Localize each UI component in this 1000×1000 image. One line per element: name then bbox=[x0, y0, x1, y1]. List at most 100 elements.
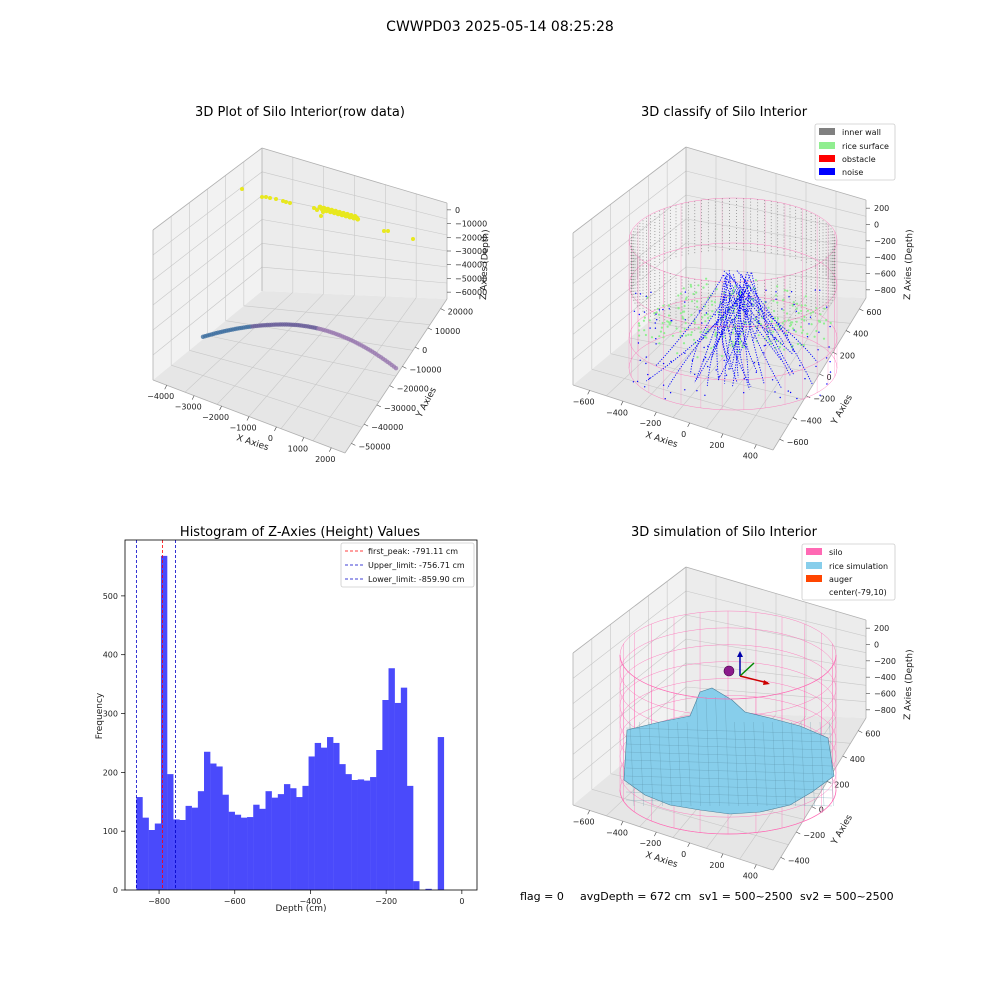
histogram-bars bbox=[136, 555, 445, 890]
noise-point bbox=[717, 327, 719, 329]
z-tick-label: −50000 bbox=[455, 274, 487, 283]
y-tick-label: 400 bbox=[853, 330, 868, 339]
rice-surface-point bbox=[716, 311, 720, 314]
rice-surface-point bbox=[682, 287, 685, 290]
z-tick-label: −400 bbox=[874, 253, 896, 262]
histogram-bar bbox=[308, 756, 315, 890]
noise-point bbox=[829, 371, 832, 373]
noise-point bbox=[747, 310, 750, 312]
rice-surface-point bbox=[668, 323, 671, 326]
noise-point bbox=[670, 360, 672, 363]
rice-surface-point bbox=[829, 321, 832, 325]
rice-surface-point bbox=[667, 304, 671, 307]
rice-surface-point bbox=[819, 313, 822, 316]
grid-line bbox=[572, 170, 687, 259]
rice-surface-point bbox=[681, 315, 684, 319]
noise-point bbox=[793, 329, 795, 331]
y-tick-mark bbox=[845, 330, 851, 333]
panel-title-classify: 3D classify of Silo Interior bbox=[641, 105, 808, 120]
rice-surface-point bbox=[722, 335, 725, 338]
rice-surface-point bbox=[791, 304, 794, 307]
raw-point bbox=[288, 201, 292, 205]
histogram-bar bbox=[339, 764, 346, 890]
rice-surface-point bbox=[732, 331, 735, 334]
rice-surface-point bbox=[687, 333, 690, 336]
histogram-bar bbox=[173, 819, 180, 890]
rice-surface-point bbox=[713, 301, 717, 304]
noise-strand bbox=[728, 292, 782, 361]
y-tick-mark bbox=[440, 308, 445, 311]
noise-point bbox=[730, 321, 732, 323]
rice-surface-point bbox=[767, 306, 770, 309]
noise-strand bbox=[729, 274, 777, 332]
noise-strand bbox=[736, 298, 747, 360]
noise-strand bbox=[748, 285, 760, 343]
box-edge bbox=[685, 566, 867, 621]
rice-surface-point bbox=[667, 321, 670, 324]
noise-strand bbox=[694, 276, 731, 384]
z-tick-label: 200 bbox=[874, 624, 889, 633]
legend-upper-limit: Upper_limit: -756.71 cm bbox=[368, 561, 465, 570]
rice-surface-point bbox=[783, 348, 786, 351]
histogram-bar bbox=[185, 805, 192, 890]
rice-surface-point bbox=[791, 327, 795, 330]
noise-point bbox=[775, 298, 777, 300]
rice-surface-point bbox=[754, 317, 757, 320]
rice-surface-point bbox=[706, 328, 709, 331]
histogram-bar bbox=[314, 742, 322, 890]
noise-point bbox=[753, 361, 755, 364]
noise-strand bbox=[751, 272, 795, 375]
rice-surface-point bbox=[766, 325, 769, 328]
rice-surface-point bbox=[658, 335, 661, 338]
x-tick-label: −1000 bbox=[229, 424, 256, 433]
noise-strand bbox=[725, 273, 748, 350]
rice-surface-point bbox=[659, 330, 663, 333]
histogram-bar bbox=[363, 780, 371, 890]
noise-point bbox=[684, 319, 686, 321]
y-tick-mark bbox=[402, 366, 407, 369]
rice-surface-point bbox=[723, 291, 726, 294]
rice-surface-point bbox=[800, 304, 803, 307]
noise-strand bbox=[724, 294, 752, 387]
y-tick-label: −50000 bbox=[358, 442, 390, 451]
y-axis-label: Y Axies bbox=[829, 813, 855, 847]
histogram-bar bbox=[357, 779, 365, 890]
histogram-bar bbox=[425, 888, 432, 890]
axes3d-ticks: −4000−3000−2000−1000010002000−50000−4000… bbox=[147, 206, 487, 464]
noise-point bbox=[638, 313, 640, 316]
panel-histogram: Histogram of Z-Axies (Height) Values −80… bbox=[95, 525, 478, 914]
noise-point bbox=[669, 392, 672, 394]
rice-surface-point bbox=[802, 344, 805, 347]
noise-point bbox=[637, 342, 640, 344]
noise-strand bbox=[723, 270, 785, 346]
axis-ticks: −800 −600 −400 −200 0 0 100 200 300 400 500 bbox=[103, 592, 465, 906]
surface-mesh-line bbox=[772, 721, 777, 807]
noise-point bbox=[647, 373, 649, 376]
noise-point bbox=[723, 359, 725, 362]
y-tick-label: 200 bbox=[834, 780, 849, 789]
noise-point bbox=[643, 311, 646, 313]
surface-mesh-line bbox=[829, 721, 834, 807]
x-tick-mark bbox=[687, 422, 690, 428]
x-tick-mark bbox=[620, 401, 624, 406]
rice-surface-point bbox=[825, 318, 828, 322]
rice-surface-point bbox=[761, 316, 764, 319]
rice-surface-point bbox=[658, 313, 661, 316]
noise-point bbox=[818, 331, 820, 333]
x-axis-label: X Axies bbox=[644, 850, 679, 870]
x-tick-mark bbox=[219, 405, 222, 411]
rice-surface-point bbox=[812, 311, 815, 314]
rice-surface-point bbox=[704, 305, 707, 308]
rice-surface-point bbox=[815, 307, 818, 310]
x-tick-label: 400 bbox=[743, 872, 758, 881]
surface-mesh-line bbox=[715, 696, 720, 807]
x-tick-label: −400 bbox=[606, 828, 628, 837]
z-tick-label: −600 bbox=[874, 690, 896, 699]
x-tick-label: −400 bbox=[299, 897, 321, 906]
noise-point bbox=[714, 314, 716, 316]
noise-point bbox=[817, 349, 819, 351]
y-tick-mark bbox=[779, 438, 784, 442]
rice-surface-point bbox=[679, 330, 682, 333]
noise-point bbox=[725, 374, 728, 376]
x-tick-mark bbox=[754, 864, 757, 869]
